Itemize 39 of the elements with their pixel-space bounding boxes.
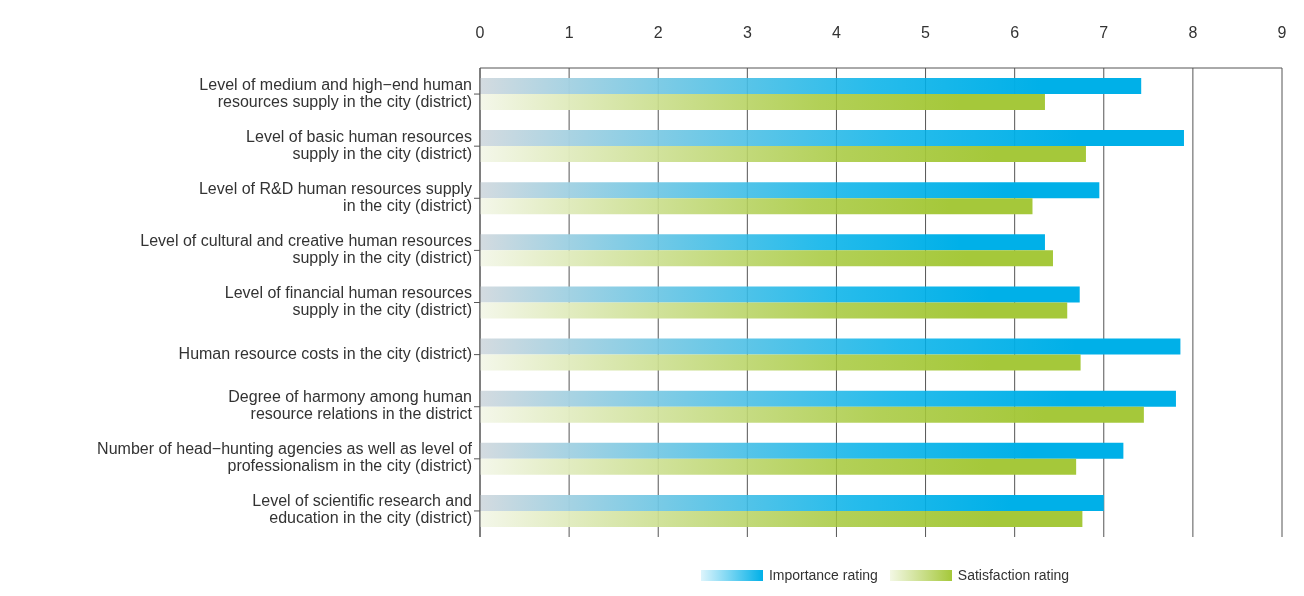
bar	[480, 130, 1184, 147]
y-tick-label: Degree of harmony among human resource relations in the district	[228, 388, 473, 423]
bar	[480, 458, 1077, 475]
bar	[480, 94, 1045, 110]
bar	[480, 78, 1142, 94]
x-tick-label: 2	[653, 24, 663, 41]
y-tick-label: Level of cultural and creative human resources supply in the city (district)	[140, 232, 472, 267]
bar	[480, 406, 1144, 423]
legend-label: Importance rating	[768, 567, 878, 583]
y-tick-label: Level of medium and high−end human resources supply in the city (district)	[199, 75, 472, 110]
bar	[480, 442, 1124, 459]
bar	[480, 234, 1045, 251]
bar	[480, 510, 1083, 527]
x-tick-label: 0	[475, 24, 485, 41]
x-tick-label: 3	[742, 24, 752, 41]
x-tick-label: 1	[564, 24, 574, 41]
bar	[480, 390, 1176, 407]
x-tick-label: 6	[1010, 24, 1020, 41]
x-tick-label: 8	[1188, 24, 1198, 41]
y-tick-label: Level of financial human resources supply in the city (district)	[224, 284, 472, 319]
y-tick-label: Number of head−hunting agencies as well as level of professionalism in the city (district)	[97, 440, 473, 475]
legend-label: Satisfaction rating	[957, 567, 1070, 583]
y-tick-label: Level of R&D human resources supply in the city (district)	[198, 180, 472, 215]
bar	[480, 198, 1033, 215]
bar	[480, 250, 1053, 267]
x-tick-label: 4	[831, 24, 841, 41]
bar	[480, 286, 1080, 303]
x-tick-label: 5	[921, 24, 931, 41]
bar	[480, 146, 1086, 163]
bar	[480, 338, 1181, 355]
y-tick-label: Level of basic human resources supply in the city (district)	[246, 127, 472, 162]
bar	[480, 354, 1081, 371]
y-tick-label: Human resource costs in the city (district)	[178, 344, 472, 362]
x-tick-label: 9	[1277, 24, 1287, 41]
bar	[480, 182, 1100, 199]
bar	[480, 302, 1068, 319]
bar	[480, 494, 1104, 511]
x-tick-label: 7	[1099, 24, 1109, 41]
y-tick-label: Level of scientific research and education in the city (district)	[252, 492, 472, 527]
